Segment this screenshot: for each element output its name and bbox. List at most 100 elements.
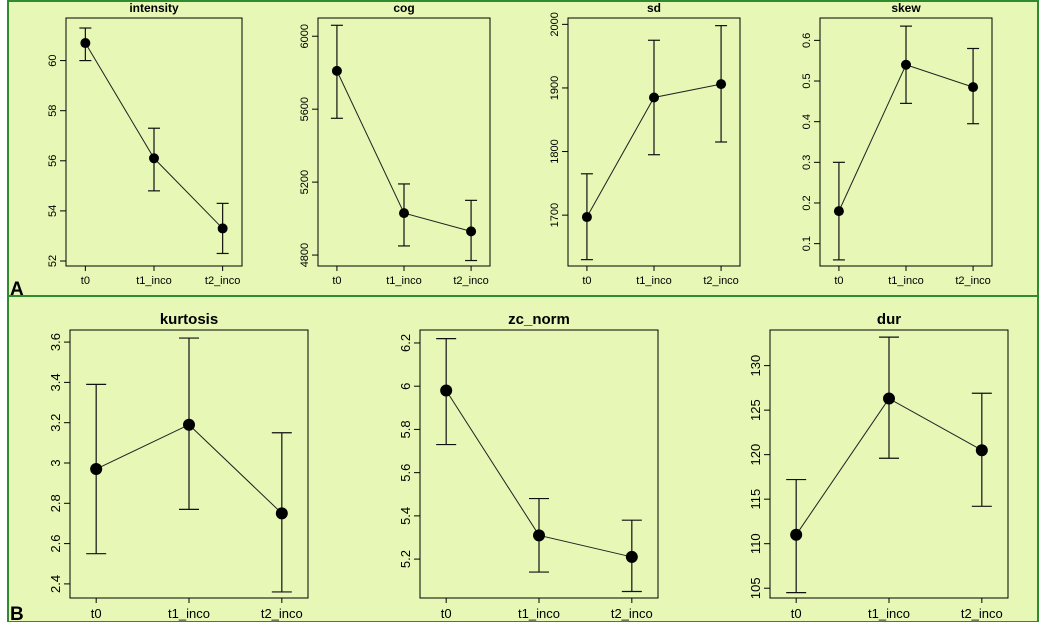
chart-kurtosis: kurtosis 2.4 2.6 2.8 3 3.2 3.4 3.6 t0 t1_inco t2_i… [48, 311, 309, 621]
x-tick-label: t2_inco [703, 275, 738, 287]
y-tick-label: 58 [47, 105, 59, 117]
data-point [440, 384, 453, 397]
data-point [183, 418, 195, 431]
y-tick-label: 5200 [299, 170, 311, 194]
x-tick-label: t2_inco [955, 275, 990, 287]
y-tick-label: 125 [748, 399, 763, 421]
y-tick-label: 5.2 [398, 550, 413, 568]
data-point [833, 206, 844, 217]
x-tick-label: t1_inco [136, 275, 171, 287]
x-tick-label: t0 [441, 606, 452, 621]
y-tick-label: 130 [748, 355, 763, 377]
data-point [883, 392, 895, 405]
y-tick-label: 3.2 [48, 414, 63, 432]
y-tick-label: 0.6 [801, 33, 813, 48]
data-point [80, 38, 91, 49]
data-point [625, 550, 638, 563]
chart-dur: dur 105 110 115 120 125 130 t0 t1_inco t2_inco [748, 311, 1009, 621]
chart-skew: skew 0.1 0.2 0.3 0.4 0.5 0.6 t0 t1_inco t2_inco [801, 1, 993, 287]
x-tick-label: t2_inco [961, 606, 1003, 621]
x-tick-label: t1_inco [168, 606, 210, 621]
y-tick-label: 5.6 [398, 464, 413, 482]
y-tick-label: 3.6 [48, 333, 63, 351]
y-tick-label: 5.8 [398, 420, 413, 438]
charts-layer: intensity 52 54 56 58 60 t0 t1_inco t2_inco cog 48… [47, 1, 1009, 621]
x-tick-label: t0 [81, 275, 90, 287]
y-tick-label: 2.8 [48, 494, 63, 512]
x-tick-label: t0 [332, 275, 341, 287]
y-tick-label: 2000 [549, 12, 561, 36]
data-point [149, 153, 159, 164]
data-point [399, 208, 409, 219]
x-tick-label: t2_inco [261, 606, 303, 621]
data-point [901, 59, 911, 70]
data-point [275, 507, 288, 520]
y-tick-label: 2.6 [48, 535, 63, 553]
y-tick-label: 1700 [549, 203, 561, 227]
chart-title: dur [877, 311, 901, 328]
x-tick-label: t1_inco [518, 606, 560, 621]
y-tick-label: 1900 [549, 76, 561, 100]
x-tick-label: t1_inco [386, 275, 421, 287]
y-tick-label: 0.2 [801, 195, 813, 210]
data-point [90, 463, 103, 476]
y-tick-label: 0.3 [801, 155, 813, 170]
y-tick-label: 110 [748, 533, 763, 554]
y-tick-label: 120 [748, 444, 763, 466]
y-tick-label: 54 [47, 205, 59, 217]
x-tick-label: t0 [582, 275, 591, 287]
y-tick-label: 6000 [299, 24, 311, 48]
x-tick-label: t1_inco [868, 606, 910, 621]
data-point [581, 212, 592, 223]
x-tick-label: t0 [834, 275, 843, 287]
y-tick-label: 115 [748, 489, 763, 510]
chart-title: zc_norm [508, 311, 570, 328]
chart-title: intensity [129, 1, 179, 15]
y-tick-label: 0.5 [801, 73, 813, 88]
y-tick-label: 60 [47, 54, 59, 66]
chart-sd: sd 1700 1800 1900 2000 t0 t1_inco t2_inco [549, 1, 741, 287]
x-tick-label: t2_inco [453, 275, 488, 287]
x-tick-label: t2_inco [205, 275, 240, 287]
y-tick-label: 3 [48, 459, 63, 466]
x-tick-label: t1_inco [888, 275, 923, 287]
data-point [716, 79, 727, 90]
data-point [968, 82, 979, 93]
chart-intensity: intensity 52 54 56 58 60 t0 t1_inco t2_inco [47, 1, 243, 287]
y-tick-label: 105 [748, 577, 763, 599]
y-tick-label: 2.4 [48, 575, 63, 593]
y-tick-label: 6.2 [398, 334, 413, 352]
chart-zc_norm: zc_norm 5.2 5.4 5.6 5.8 6 6.2 t0 t1_inco t2_inco [398, 311, 659, 621]
x-tick-label: t0 [91, 606, 102, 621]
y-tick-label: 56 [47, 155, 59, 167]
y-tick-label: 6 [398, 383, 413, 390]
chart-title: cog [393, 1, 414, 15]
chart-title: kurtosis [160, 311, 218, 328]
data-point [649, 92, 659, 103]
data-point [533, 529, 545, 542]
data-point [790, 528, 803, 541]
x-tick-label: t1_inco [636, 275, 671, 287]
x-tick-label: t0 [791, 606, 802, 621]
y-tick-label: 0.1 [801, 236, 813, 251]
data-point [217, 223, 228, 234]
y-tick-label: 3.4 [48, 373, 63, 391]
y-tick-label: 52 [47, 255, 59, 267]
panel-a-letter: A [10, 279, 24, 300]
chart-title: skew [891, 1, 921, 15]
panel-b-letter: B [10, 604, 24, 622]
data-point [975, 444, 988, 457]
y-tick-label: 1800 [549, 139, 561, 163]
chart-cog: cog 4800 5200 5600 6000 t0 t1_inco t2_inco [299, 1, 491, 287]
panel-a-background [7, 0, 1039, 297]
y-tick-label: 4800 [299, 243, 311, 267]
data-point [331, 65, 342, 76]
x-tick-label: t2_inco [611, 606, 653, 621]
y-tick-label: 5600 [299, 97, 311, 121]
data-point [466, 226, 477, 237]
chart-title: sd [647, 1, 661, 15]
panel-b-background [7, 295, 1039, 622]
y-tick-label: 5.4 [398, 507, 413, 525]
y-tick-label: 0.4 [801, 114, 813, 129]
